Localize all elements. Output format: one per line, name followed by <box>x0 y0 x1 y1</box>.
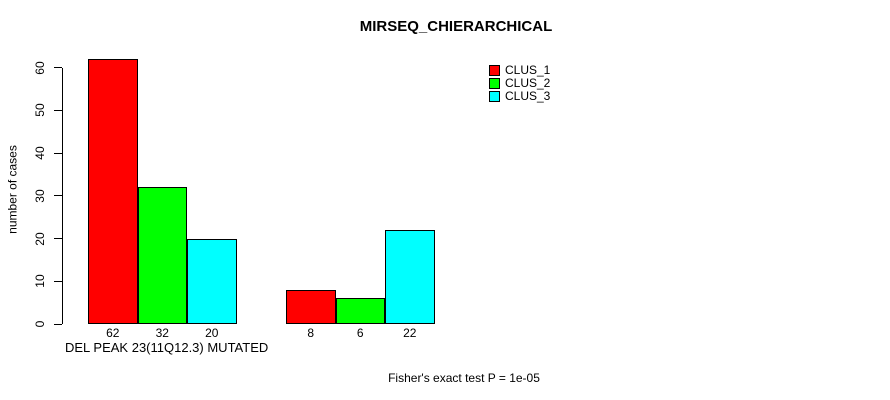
legend-row: CLUS_2 <box>489 76 551 90</box>
stat-test-annotation: Fisher's exact test P = 1e-05 <box>388 371 540 385</box>
y-axis-tick <box>54 195 62 197</box>
y-axis-tick-label: 20 <box>33 231 47 246</box>
legend-color-swatch <box>489 78 500 89</box>
legend-label: CLUS_2 <box>505 76 551 90</box>
bar-value-label: 32 <box>155 326 169 340</box>
y-axis-tick <box>54 238 62 240</box>
y-axis-tick <box>54 323 62 325</box>
bar-value-label: 6 <box>356 326 364 340</box>
legend-row: CLUS_1 <box>489 63 551 77</box>
y-axis-tick-label: 60 <box>33 60 47 75</box>
bar-clus_1-group2 <box>286 289 336 324</box>
y-axis-tick <box>54 152 62 154</box>
y-axis-tick <box>54 67 62 69</box>
legend: CLUS_1 CLUS_2 CLUS_3 <box>489 63 551 104</box>
y-axis-tick <box>54 280 62 282</box>
bar-clus_1-group1 <box>88 59 138 324</box>
legend-label: CLUS_3 <box>505 89 551 103</box>
bar-value-label: 62 <box>106 326 120 340</box>
y-axis-tick-label: 50 <box>33 103 47 117</box>
legend-row: CLUS_3 <box>489 89 551 103</box>
chart-title: MIRSEQ_CHIERARCHICAL <box>359 18 553 35</box>
y-axis-tick <box>54 109 62 111</box>
bar-clus_2-group2 <box>335 298 385 324</box>
bar-value-label: 22 <box>403 326 417 340</box>
x-axis-label: DEL PEAK 23(11Q12.3) MUTATED <box>65 340 269 355</box>
bar-value-label: 20 <box>205 326 219 340</box>
legend-color-swatch <box>489 65 500 76</box>
y-axis-tick-label: 0 <box>33 320 47 328</box>
y-axis-title: number of cases <box>5 145 20 234</box>
y-axis-tick-label: 10 <box>33 274 47 288</box>
y-axis-line <box>62 68 63 324</box>
y-axis-tick-label: 30 <box>33 189 47 203</box>
bar-clus_2-group1 <box>137 187 187 324</box>
legend-color-swatch <box>489 91 500 102</box>
bar-value-label: 8 <box>307 326 315 340</box>
bar-clus_3-group2 <box>385 229 435 324</box>
y-axis-tick-label: 40 <box>33 146 47 160</box>
legend-label: CLUS_1 <box>505 63 551 77</box>
bar-clus_3-group1 <box>187 238 237 324</box>
